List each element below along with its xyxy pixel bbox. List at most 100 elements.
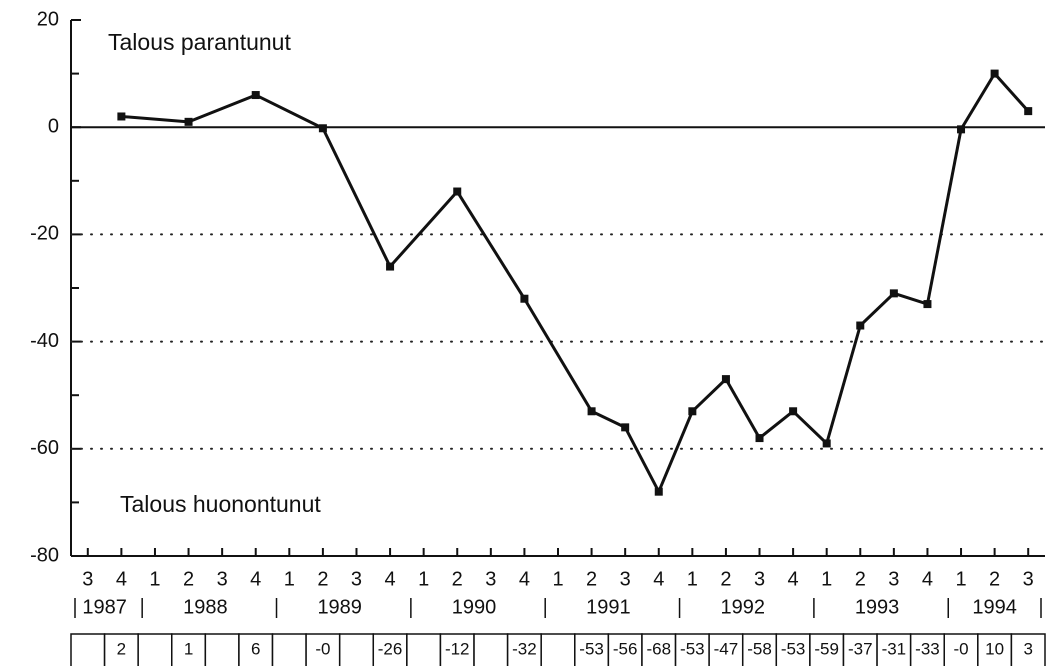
table-cell xyxy=(305,633,341,666)
x-tick-label: 2 xyxy=(989,568,1000,590)
point xyxy=(688,407,697,416)
value-label: -0 xyxy=(315,639,330,658)
x-tick-label: 2 xyxy=(317,568,328,590)
value-label: -53 xyxy=(680,639,705,658)
x-tick-label: 3 xyxy=(888,568,899,590)
x-tick-label: 3 xyxy=(754,568,765,590)
point xyxy=(318,124,327,133)
point xyxy=(117,112,126,121)
value-label: -53 xyxy=(579,639,604,658)
table-cell xyxy=(406,633,442,666)
table-cell xyxy=(238,633,274,666)
x-tick-label: 4 xyxy=(922,568,933,590)
value-label: -56 xyxy=(613,639,638,658)
value-label: 2 xyxy=(117,639,126,658)
value-label: -53 xyxy=(781,639,806,658)
point xyxy=(923,300,932,309)
value-label: -26 xyxy=(378,639,403,658)
x-tick-label: 1 xyxy=(284,568,295,590)
x-tick-label: 4 xyxy=(116,568,127,590)
x-tick-label: 4 xyxy=(250,568,261,590)
x-tick-label: 1 xyxy=(552,568,563,590)
year-label: 1994 xyxy=(972,596,1017,618)
x-tick-label: 2 xyxy=(720,568,731,590)
x-tick-label: 3 xyxy=(82,568,93,590)
year-label: 1992 xyxy=(720,596,765,618)
x-tick-label: 1 xyxy=(687,568,698,590)
line-segment xyxy=(859,292,895,327)
x-tick-label: 3 xyxy=(217,568,228,590)
line-segment xyxy=(825,325,862,444)
value-label: -58 xyxy=(747,639,772,658)
x-tick-label: 1 xyxy=(418,568,429,590)
year-label: 1993 xyxy=(855,596,900,618)
x-tick-label: 3 xyxy=(351,568,362,590)
point xyxy=(386,262,395,271)
line-segment xyxy=(893,291,928,306)
line-segment xyxy=(691,378,727,413)
point xyxy=(990,69,999,78)
table-cell xyxy=(70,633,106,666)
table-cell xyxy=(607,633,643,666)
table-cell xyxy=(574,633,610,666)
point xyxy=(1024,107,1033,116)
year-label: 1990 xyxy=(452,596,497,618)
point xyxy=(251,91,260,100)
table-cell xyxy=(674,633,710,666)
x-tick-label: 2 xyxy=(452,568,463,590)
year-label: 1987 xyxy=(82,596,127,618)
value-label: -31 xyxy=(882,639,907,658)
line-segment xyxy=(455,190,526,300)
point xyxy=(755,434,764,443)
value-label: 1 xyxy=(184,639,193,658)
annotation: Talous parantunut xyxy=(108,29,291,55)
point xyxy=(621,423,630,432)
value-label: 6 xyxy=(251,639,260,658)
point xyxy=(453,187,462,196)
line-segment xyxy=(925,129,963,305)
value-label: 3 xyxy=(1023,639,1032,658)
line-segment xyxy=(590,409,626,429)
point xyxy=(520,294,529,303)
x-tick-label: 2 xyxy=(855,568,866,590)
line-segment xyxy=(388,190,459,268)
value-label: -59 xyxy=(814,639,839,658)
point xyxy=(721,375,730,384)
year-label: 1989 xyxy=(317,596,362,618)
table-cell xyxy=(506,633,542,666)
x-tick-label: 1 xyxy=(955,568,966,590)
point xyxy=(856,321,865,330)
table-cell xyxy=(473,633,509,666)
x-tick-label: 4 xyxy=(788,568,799,590)
point xyxy=(957,125,966,134)
table-cell xyxy=(540,633,576,666)
point xyxy=(654,487,663,496)
x-tick-label: 2 xyxy=(183,568,194,590)
line-segment xyxy=(255,93,324,130)
table-cell xyxy=(137,633,173,666)
line-segment xyxy=(657,410,694,493)
point xyxy=(889,289,898,298)
annotation: Talous huonontunut xyxy=(120,491,321,517)
table-cell xyxy=(842,633,878,666)
table-cell xyxy=(338,633,375,666)
line-segment xyxy=(187,93,257,124)
x-tick-label: 1 xyxy=(821,568,832,590)
point xyxy=(184,117,193,126)
y-tick-label: -80 xyxy=(30,544,59,566)
y-tick-label: 0 xyxy=(48,115,59,137)
value-label: -33 xyxy=(915,639,940,658)
value-label: -47 xyxy=(714,639,739,658)
line-segment xyxy=(758,410,795,440)
line-segment xyxy=(121,114,189,124)
line-segment xyxy=(724,378,761,439)
value-label: -37 xyxy=(848,639,873,658)
table-cell xyxy=(641,633,677,666)
value-label: -32 xyxy=(512,639,537,658)
point xyxy=(822,439,831,448)
line-segment xyxy=(623,426,661,493)
table-cell xyxy=(876,633,912,666)
x-tick-label: 4 xyxy=(653,568,664,590)
value-label: -0 xyxy=(953,639,968,658)
